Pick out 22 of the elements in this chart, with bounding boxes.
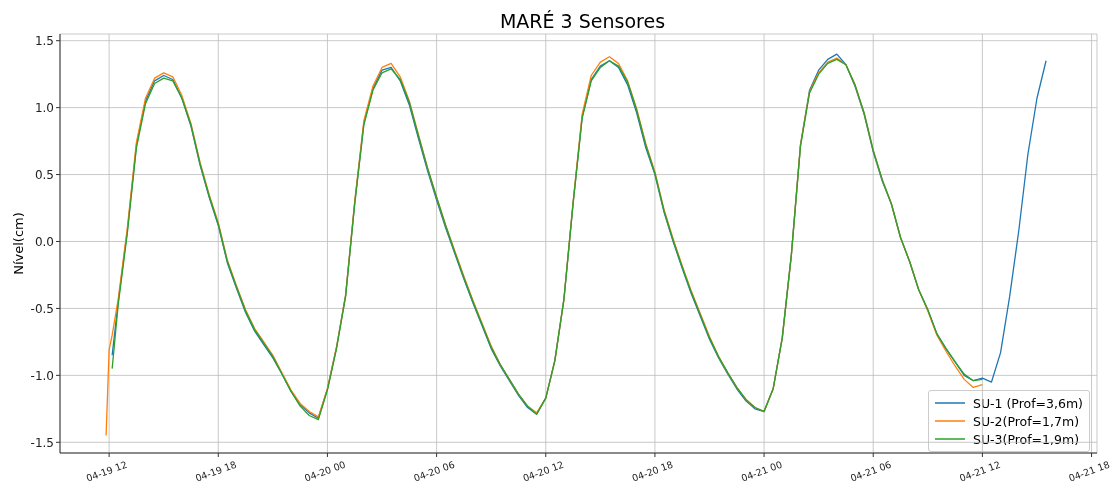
- x-tick-label: 04-19 18: [193, 458, 238, 483]
- x-tick-label: 04-19 12: [84, 458, 129, 483]
- y-tick-label: 1.0: [34, 100, 54, 115]
- y-tick-label: -1.5: [30, 435, 54, 450]
- legend-label: SU-3(Prof=1,9m): [972, 431, 1080, 447]
- y-axis-title: Nível(cm): [10, 212, 26, 275]
- x-tick-label: 04-21 12: [957, 458, 1002, 483]
- y-tick-label: 0.5: [34, 167, 54, 182]
- legend-label: SU-1 (Prof=3,6m): [972, 395, 1083, 411]
- x-tick-label: 04-21 00: [739, 458, 784, 483]
- x-tick-label: 04-20 06: [412, 458, 457, 483]
- chart-title: MARÉ 3 Sensores: [498, 10, 667, 32]
- y-tick-label: -0.5: [30, 301, 54, 316]
- y-tick-label: -1.0: [30, 368, 54, 383]
- y-tick-label: 0.0: [34, 234, 54, 249]
- x-tick-label: 04-20 00: [303, 458, 347, 483]
- y-tick-label: 1.5: [34, 33, 54, 48]
- x-tick-label: 04-21 18: [1067, 458, 1110, 483]
- x-tick-label: 04-21 06: [848, 458, 893, 483]
- legend-label: SU-2(Prof=1,7m): [972, 413, 1080, 429]
- x-tick-label: 04-20 18: [630, 458, 675, 483]
- x-tick-label: 04-20 12: [521, 458, 566, 483]
